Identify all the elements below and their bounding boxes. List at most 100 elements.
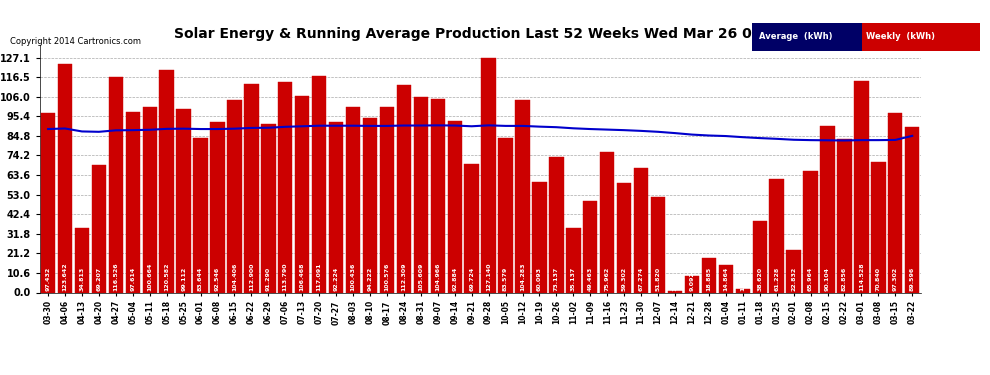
Bar [447, 121, 462, 292]
Text: 1.752: 1.752 [741, 271, 745, 291]
Text: 60.093: 60.093 [537, 267, 542, 291]
Text: 97.614: 97.614 [131, 266, 136, 291]
Text: 112.309: 112.309 [401, 262, 407, 291]
Text: 97.302: 97.302 [893, 267, 898, 291]
Bar [702, 258, 716, 292]
Text: 14.864: 14.864 [724, 266, 729, 291]
Text: 18.885: 18.885 [707, 266, 712, 291]
Text: 70.840: 70.840 [876, 267, 881, 291]
Bar [126, 112, 140, 292]
Text: 69.724: 69.724 [469, 266, 474, 291]
Bar [464, 164, 479, 292]
Text: 92.224: 92.224 [334, 266, 339, 291]
Text: 51.820: 51.820 [655, 267, 660, 291]
Text: 59.302: 59.302 [622, 267, 627, 291]
Bar [75, 228, 89, 292]
Text: Weekly  (kWh): Weekly (kWh) [866, 32, 936, 41]
Text: 73.137: 73.137 [553, 266, 559, 291]
Bar [888, 113, 903, 292]
Bar [533, 182, 546, 292]
Title: Solar Energy & Running Average Production Last 52 Weeks Wed Mar 26 06:51: Solar Energy & Running Average Productio… [174, 27, 786, 41]
Bar [329, 122, 344, 292]
Text: 99.112: 99.112 [181, 266, 186, 291]
Bar [481, 58, 496, 292]
Bar [905, 127, 920, 292]
Bar [838, 140, 851, 292]
Text: 100.576: 100.576 [384, 262, 389, 291]
Bar [92, 165, 106, 292]
Text: 112.900: 112.900 [248, 262, 253, 291]
Text: 92.546: 92.546 [215, 266, 220, 291]
Text: 105.609: 105.609 [419, 262, 424, 291]
Text: Average  (kWh): Average (kWh) [759, 32, 833, 41]
Bar [634, 168, 648, 292]
Text: 69.207: 69.207 [96, 267, 101, 291]
Bar [600, 152, 615, 292]
Bar [159, 70, 174, 292]
Bar [261, 124, 275, 292]
Bar [346, 107, 360, 292]
Bar [854, 81, 868, 292]
Text: 34.813: 34.813 [79, 266, 84, 291]
Bar [414, 98, 428, 292]
Bar [736, 289, 750, 292]
Bar [295, 96, 310, 292]
Text: Copyright 2014 Cartronics.com: Copyright 2014 Cartronics.com [10, 38, 141, 46]
Text: 113.790: 113.790 [283, 262, 288, 291]
Text: 120.582: 120.582 [164, 262, 169, 291]
Text: 49.463: 49.463 [588, 266, 593, 291]
Text: 22.832: 22.832 [791, 266, 796, 291]
Bar [109, 77, 123, 292]
Bar [719, 265, 733, 292]
Bar [583, 201, 598, 292]
Bar [549, 158, 563, 292]
Text: 97.432: 97.432 [46, 266, 50, 291]
Bar [668, 291, 682, 292]
Bar [752, 22, 861, 51]
Bar [752, 221, 767, 292]
Bar [650, 197, 665, 292]
Text: 61.228: 61.228 [774, 266, 779, 291]
Bar [786, 251, 801, 292]
Bar [278, 82, 292, 292]
Bar [57, 64, 72, 292]
Text: 91.290: 91.290 [266, 267, 271, 291]
Text: 9.092: 9.092 [689, 271, 694, 291]
Bar [431, 99, 445, 292]
Text: 67.274: 67.274 [639, 266, 644, 291]
Text: 127.140: 127.140 [486, 262, 491, 291]
Bar [516, 100, 530, 292]
Text: 1.053: 1.053 [672, 271, 677, 291]
Text: 82.856: 82.856 [842, 266, 847, 291]
Bar [193, 138, 208, 292]
Bar [498, 138, 513, 292]
Bar [397, 85, 411, 292]
Bar [871, 162, 885, 292]
Bar [210, 122, 225, 292]
Text: 83.579: 83.579 [503, 266, 508, 291]
Text: 89.596: 89.596 [910, 266, 915, 291]
Bar [380, 107, 394, 292]
Text: 106.468: 106.468 [300, 262, 305, 291]
Bar [566, 228, 580, 292]
Text: 75.962: 75.962 [605, 266, 610, 291]
Text: 35.137: 35.137 [571, 266, 576, 291]
Bar [769, 179, 784, 292]
Text: 100.436: 100.436 [350, 262, 355, 291]
Bar [803, 171, 818, 292]
Bar [228, 100, 242, 292]
Bar [312, 76, 327, 292]
Text: 92.884: 92.884 [452, 266, 457, 291]
Text: 123.642: 123.642 [62, 262, 67, 291]
Bar [176, 110, 191, 292]
Text: 104.283: 104.283 [520, 262, 525, 291]
Text: 104.966: 104.966 [436, 262, 441, 291]
Text: 104.406: 104.406 [232, 262, 237, 291]
Text: 83.644: 83.644 [198, 266, 203, 291]
Bar [362, 118, 377, 292]
Text: 114.528: 114.528 [859, 262, 864, 291]
Bar [861, 22, 980, 51]
Text: 90.104: 90.104 [825, 267, 830, 291]
Bar [685, 276, 699, 292]
Bar [821, 126, 835, 292]
